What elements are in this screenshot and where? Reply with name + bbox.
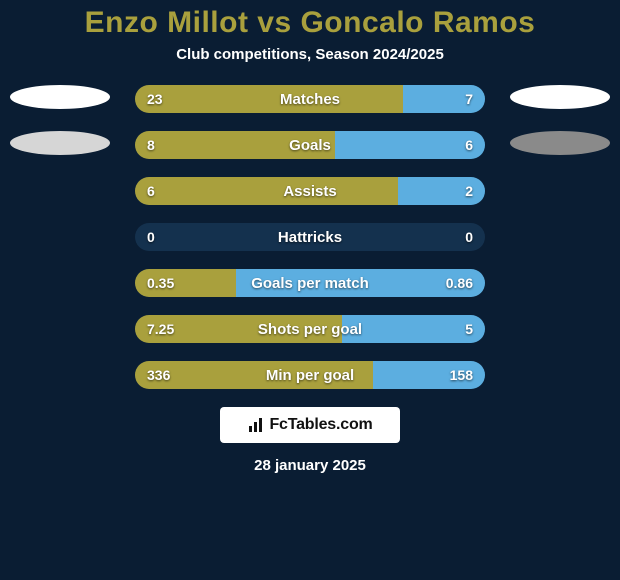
stat-fill-left xyxy=(135,85,403,113)
source-logo-text: FcTables.com xyxy=(269,416,372,434)
stat-fill-right xyxy=(236,269,485,297)
stat-fill-right xyxy=(398,177,486,205)
content-area: Matches237 Goals86 Assists62 Hattricks0 0 Goa… xyxy=(0,85,620,389)
stat-value-right: 0 xyxy=(465,223,473,251)
snapshot-date: 28 january 2025 xyxy=(0,457,620,474)
stat-fill-right xyxy=(403,85,485,113)
subtitle: Club competitions, Season 2024/2025 xyxy=(0,46,620,63)
stat-row: Assists62 xyxy=(135,177,485,205)
stat-bars: Matches237 Goals86 Assists62 Hattricks0 0 Goa… xyxy=(135,85,485,389)
player-left-badges xyxy=(10,85,110,177)
source-logo-box: FcTables.com xyxy=(220,407,400,443)
stat-fill-left xyxy=(135,269,236,297)
stat-label: Hattricks xyxy=(135,223,485,251)
stat-row: Goals per match0.350.86 xyxy=(135,269,485,297)
page-title: Enzo Millot vs Goncalo Ramos xyxy=(0,0,620,40)
stat-row: Matches237 xyxy=(135,85,485,113)
bar-chart-icon xyxy=(247,416,265,434)
player-left-badge-2 xyxy=(10,131,110,155)
stat-fill-left xyxy=(135,361,373,389)
stat-row: Goals86 xyxy=(135,131,485,159)
stat-fill-left xyxy=(135,315,342,343)
player-right-badges xyxy=(510,85,610,177)
player-right-badge-1 xyxy=(510,85,610,109)
stat-fill-right xyxy=(335,131,485,159)
stat-fill-left xyxy=(135,131,335,159)
stat-fill-right xyxy=(342,315,485,343)
stat-row: Min per goal336158 xyxy=(135,361,485,389)
comparison-card: Enzo Millot vs Goncalo Ramos Club compet… xyxy=(0,0,620,580)
stat-row: Hattricks0 0 xyxy=(135,223,485,251)
player-left-badge-1 xyxy=(10,85,110,109)
stat-fill-right xyxy=(373,361,485,389)
stat-fill-left xyxy=(135,177,398,205)
stat-row: Shots per goal7.255 xyxy=(135,315,485,343)
stat-value-left: 0 xyxy=(147,223,155,251)
player-right-badge-2 xyxy=(510,131,610,155)
